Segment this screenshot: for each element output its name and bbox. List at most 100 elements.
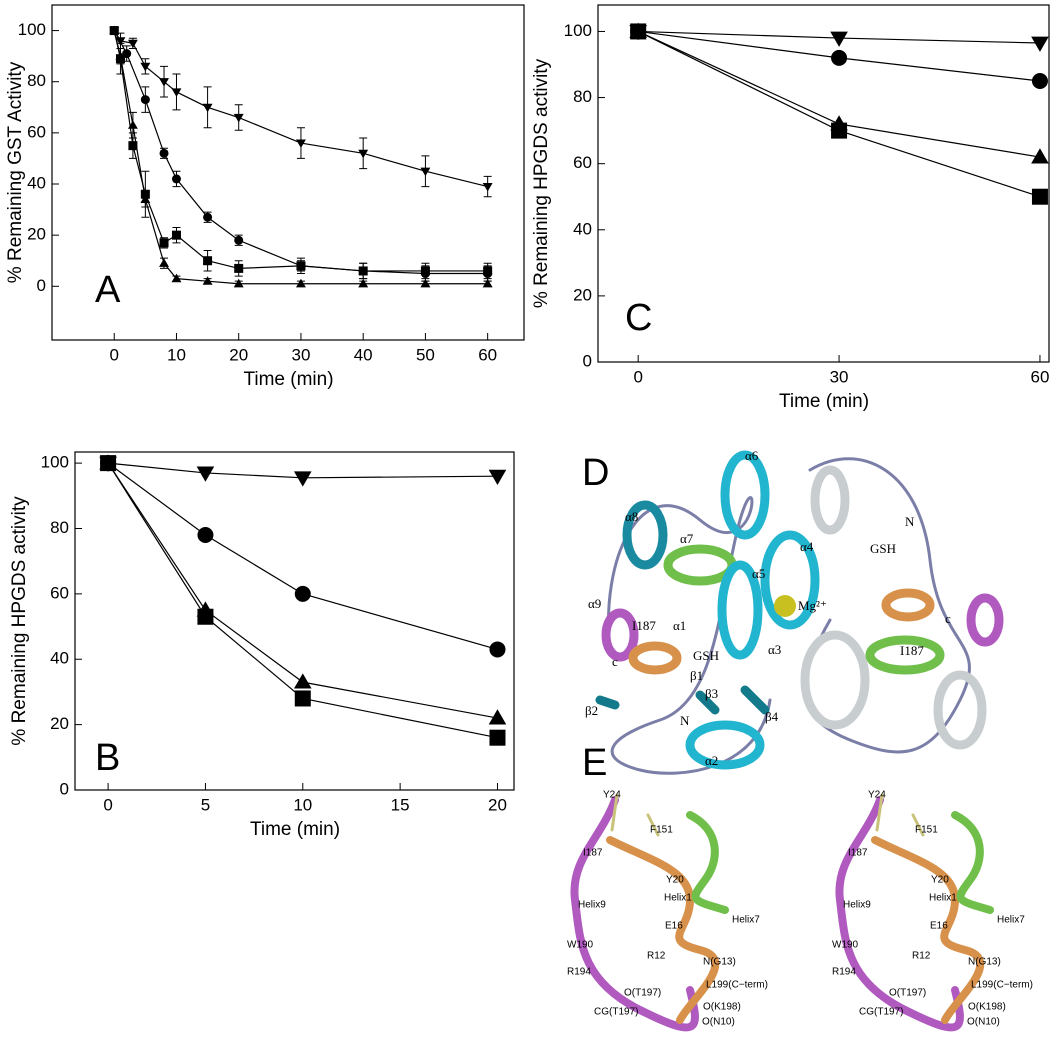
helix: [720, 450, 770, 540]
y-tick-label: 0: [583, 351, 592, 370]
structure-label: F151: [650, 825, 673, 836]
structure-label: CG(T197): [594, 1007, 638, 1018]
plot-frame: [51, 4, 525, 341]
y-tick-label: 20: [50, 714, 69, 733]
x-axis-label: Time (min): [250, 819, 340, 840]
marker: [100, 455, 117, 472]
ion: [774, 595, 796, 617]
helix: [760, 530, 820, 630]
structure-label: α5: [752, 566, 765, 581]
helix: [628, 641, 682, 675]
marker: [234, 235, 244, 245]
helix: [606, 836, 720, 1024]
marker: [358, 266, 368, 276]
marker: [159, 78, 169, 87]
marker: [831, 49, 848, 66]
plot-frame: [74, 451, 515, 791]
structure-label: I187: [900, 643, 924, 658]
structure-label: Mg²⁺: [798, 598, 827, 613]
helix: [686, 811, 729, 914]
fit-line: [107, 462, 498, 739]
x-tick-label: 10: [293, 795, 312, 814]
y-tick-label: 60: [50, 583, 69, 602]
marker: [488, 469, 507, 485]
y-tick-label: 40: [27, 173, 46, 192]
structure-label: α9: [588, 596, 601, 611]
structure-label: N(G13): [703, 957, 736, 968]
marker: [159, 148, 169, 158]
x-tick-label: 40: [354, 345, 373, 364]
structure-label: Y24: [868, 790, 886, 801]
helix: [933, 670, 987, 750]
x-axis-label: Time (min): [779, 391, 869, 412]
marker: [140, 62, 151, 72]
structure-label: c: [945, 611, 951, 626]
sidechain: [610, 793, 660, 837]
helix: [881, 588, 935, 622]
structure-label: I187: [848, 848, 868, 859]
structure-label: O(N10): [967, 1017, 1000, 1028]
structure-label: O(T197): [889, 988, 926, 999]
marker: [830, 31, 848, 47]
structure-d: [595, 450, 1004, 775]
marker: [109, 25, 120, 35]
helix: [622, 500, 668, 570]
y-tick-label: 0: [60, 779, 69, 798]
marker: [202, 103, 213, 113]
structure-e: [570, 793, 729, 1032]
marker: [483, 266, 493, 276]
y-tick-label: 80: [50, 518, 69, 537]
y-tick-label: 0: [37, 276, 46, 295]
marker: [489, 641, 506, 658]
marker: [1031, 73, 1048, 90]
structure-label: I187: [632, 618, 656, 633]
y-axis-label: % Remaining HPGDS activity: [9, 496, 30, 746]
marker: [489, 729, 506, 746]
helix: [685, 720, 765, 770]
plot-frame: [597, 4, 1050, 363]
fit-line: [108, 462, 498, 479]
marker: [203, 212, 213, 222]
structure-label: Helix9: [578, 900, 606, 911]
structure-label: Helix1: [664, 893, 692, 904]
structure-label: F151: [915, 825, 938, 836]
structure-label: E16: [930, 921, 948, 932]
marker: [831, 122, 848, 139]
panel-label: C: [625, 297, 652, 339]
marker: [159, 238, 169, 248]
structure-label: N: [680, 713, 690, 728]
structure-label: CG(T197): [859, 1007, 903, 1018]
marker: [295, 139, 306, 149]
structure-label: E16: [665, 921, 683, 932]
x-tick-label: 20: [229, 345, 248, 364]
marker: [630, 23, 647, 40]
helix: [717, 560, 763, 660]
structure-label: O(K198): [968, 1002, 1006, 1013]
structure-label: W190: [832, 940, 859, 951]
helix: [663, 544, 737, 586]
structure-label: O(K198): [703, 1002, 741, 1013]
marker: [127, 120, 138, 129]
structure-label: Y20: [666, 875, 684, 886]
y-tick-label: 100: [564, 21, 592, 40]
y-tick-label: 20: [573, 285, 592, 304]
x-tick-label: 30: [830, 367, 849, 386]
marker: [358, 149, 369, 159]
marker: [127, 39, 138, 49]
marker: [294, 585, 311, 602]
structure-label: GSH: [870, 541, 896, 556]
marker: [420, 167, 431, 177]
marker: [234, 263, 244, 273]
y-tick-label: 60: [573, 153, 592, 172]
y-tick-label: 40: [573, 219, 592, 238]
structure-label: β2: [585, 703, 598, 718]
marker: [140, 194, 151, 203]
marker: [233, 278, 244, 288]
structure-label: α4: [800, 539, 814, 554]
marker: [482, 278, 493, 288]
structure-label: Y20: [931, 875, 949, 886]
structure-label: α8: [625, 509, 638, 524]
marker: [1031, 36, 1049, 52]
x-tick-label: 10: [167, 345, 186, 364]
